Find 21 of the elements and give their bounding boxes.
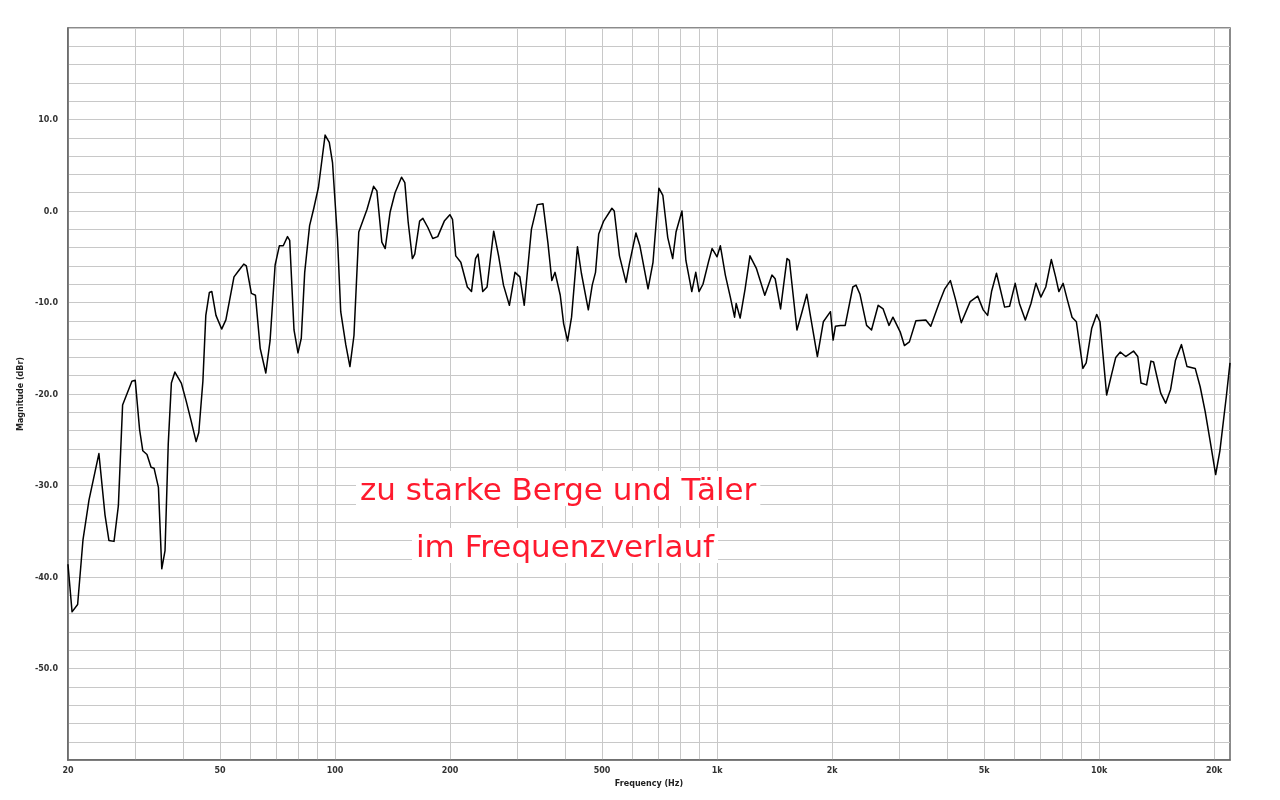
x-tick-label: 1k: [711, 765, 724, 775]
y-tick-label: 10.0: [38, 115, 59, 125]
x-tick-label: 5k: [978, 765, 991, 775]
x-tick-label: 2k: [826, 765, 839, 775]
y-tick-label: -20.0: [34, 389, 59, 399]
annotation: im Frequenzverlauf: [416, 527, 716, 564]
x-tick-label: 200: [441, 765, 459, 775]
y-tick-label: -40.0: [34, 572, 59, 582]
x-tick-label: 100: [326, 765, 344, 775]
x-tick-label: 10k: [1090, 765, 1109, 775]
x-tick-label: 20: [62, 765, 74, 775]
y-tick-label: -50.0: [34, 664, 59, 674]
x-tick-label: 20k: [1205, 765, 1224, 775]
y-tick-label: -10.0: [34, 298, 59, 308]
y-tick-label: 0.0: [43, 206, 59, 216]
annotation: zu starke Berge und Täler: [360, 470, 757, 507]
y-axis-title: Magnitude (dBr): [15, 357, 25, 432]
x-axis-title: Frequency (Hz): [614, 778, 684, 788]
y-tick-label: -30.0: [34, 481, 59, 491]
x-tick-label: 50: [214, 765, 226, 775]
x-tick-label: 500: [593, 765, 611, 775]
